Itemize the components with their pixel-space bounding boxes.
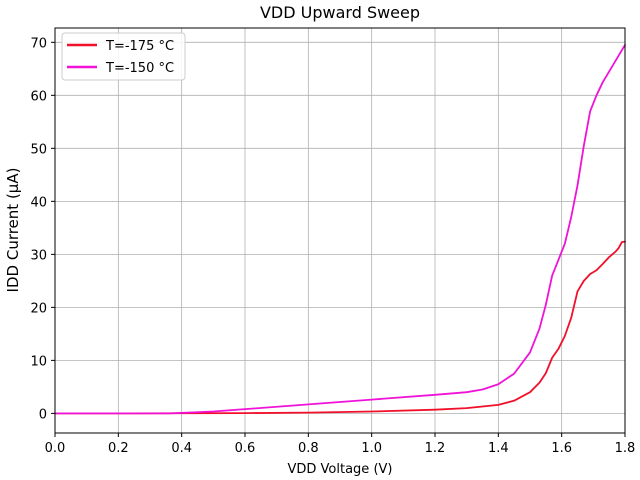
y-tick-label: 50	[30, 142, 47, 157]
x-tick-label: 0.4	[171, 441, 192, 456]
y-tick-label: 30	[30, 248, 47, 263]
legend-label-series-2: T=-150 °C	[105, 61, 174, 76]
series-layer	[54, 44, 626, 415]
x-axis-label: VDD Voltage (V)	[288, 462, 393, 477]
x-tick-label: 1.4	[488, 441, 509, 456]
y-tick-label: 0	[39, 407, 47, 422]
plot-area-frame	[54, 27, 626, 434]
chart-title: VDD Upward Sweep	[260, 3, 420, 22]
x-tick-label: 1.6	[551, 441, 572, 456]
y-axis-label: IDD Current (µA)	[4, 168, 22, 293]
y-tick-label: 40	[30, 195, 47, 210]
y-tick-label: 60	[30, 89, 47, 104]
y-tick-label: 70	[30, 36, 47, 51]
x-tick-label: 0.8	[298, 441, 319, 456]
x-tick-label: 1.0	[361, 441, 382, 456]
legend-label-series-1: T=-175 °C	[105, 39, 174, 54]
y-tick-label: 20	[30, 301, 47, 316]
y-axis-ticks: 0 10 20 30 40 50 60 70	[30, 36, 55, 422]
x-tick-label: 0.6	[235, 441, 256, 456]
y-tick-label: 10	[30, 354, 47, 369]
x-tick-label: 0.0	[45, 441, 66, 456]
legend: T=-175 °C T=-150 °C	[61, 32, 186, 81]
x-axis-ticks: 0.0 0.2 0.4 0.6 0.8 1.0 1.2 1.4 1.6 1.8	[45, 433, 636, 456]
x-tick-label: 0.2	[108, 441, 129, 456]
x-tick-label: 1.8	[615, 441, 636, 456]
series-line-2	[54, 44, 626, 415]
x-tick-label: 1.2	[425, 441, 446, 456]
series-line-1	[54, 240, 626, 415]
